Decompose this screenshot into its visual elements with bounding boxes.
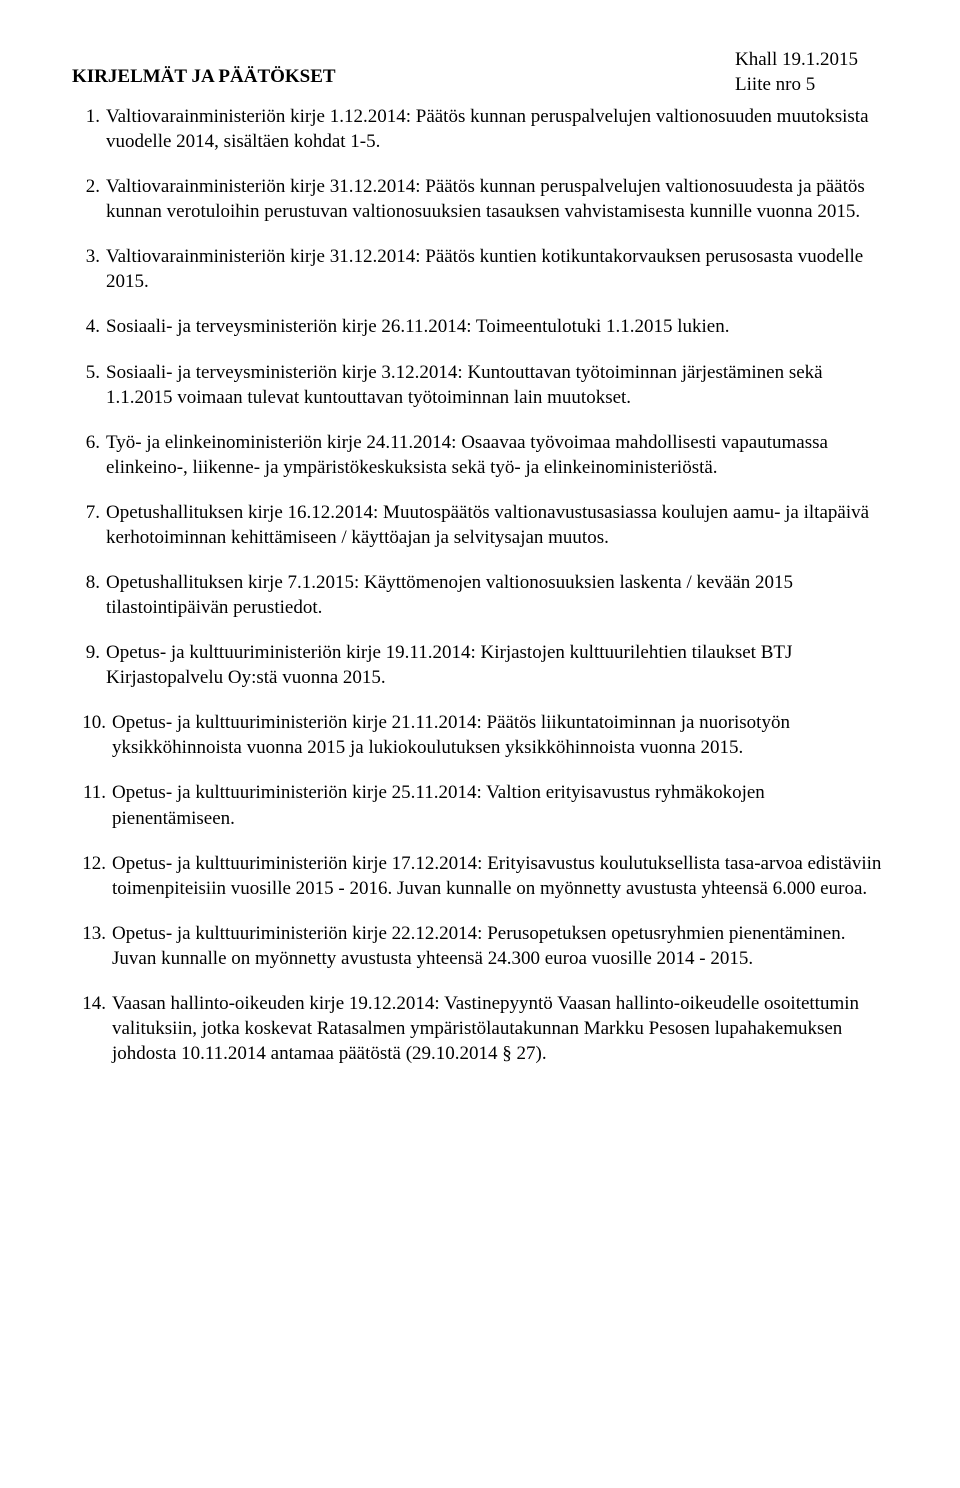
item-number: 13. [72, 921, 112, 971]
item-number: 11. [72, 780, 112, 830]
item-text: Valtiovarainministeriön kirje 1.12.2014:… [106, 104, 888, 154]
header-right: Khall 19.1.2015 Liite nro 5 [735, 48, 858, 97]
list-item: 12.Opetus- ja kulttuuriministeriön kirje… [72, 851, 888, 901]
item-number: 6. [72, 430, 106, 480]
item-text: Sosiaali- ja terveysministeriön kirje 26… [106, 314, 888, 339]
item-number: 8. [72, 570, 106, 620]
item-number: 1. [72, 104, 106, 154]
list-item: 9.Opetus- ja kulttuuriministeriön kirje … [72, 640, 888, 690]
list-item: 13.Opetus- ja kulttuuriministeriön kirje… [72, 921, 888, 971]
list-item: 7.Opetushallituksen kirje 16.12.2014: Mu… [72, 500, 888, 550]
header-line-2: Liite nro 5 [735, 73, 858, 98]
item-number: 3. [72, 244, 106, 294]
item-text: Valtiovarainministeriön kirje 31.12.2014… [106, 244, 888, 294]
item-text: Opetushallituksen kirje 16.12.2014: Muut… [106, 500, 888, 550]
item-number: 2. [72, 174, 106, 224]
item-list: 1.Valtiovarainministeriön kirje 1.12.201… [72, 104, 888, 1066]
item-text: Opetushallituksen kirje 7.1.2015: Käyttö… [106, 570, 888, 620]
list-item: 4.Sosiaali- ja terveysministeriön kirje … [72, 314, 888, 339]
item-text: Sosiaali- ja terveysministeriön kirje 3.… [106, 360, 888, 410]
item-text: Valtiovarainministeriön kirje 31.12.2014… [106, 174, 888, 224]
item-text: Opetus- ja kulttuuriministeriön kirje 19… [106, 640, 888, 690]
header-line-1: Khall 19.1.2015 [735, 48, 858, 73]
list-item: 11.Opetus- ja kulttuuriministeriön kirje… [72, 780, 888, 830]
item-text: Opetus- ja kulttuuriministeriön kirje 21… [112, 710, 888, 760]
list-item: 10.Opetus- ja kulttuuriministeriön kirje… [72, 710, 888, 760]
list-item: 8.Opetushallituksen kirje 7.1.2015: Käyt… [72, 570, 888, 620]
item-number: 5. [72, 360, 106, 410]
list-item: 14.Vaasan hallinto-oikeuden kirje 19.12.… [72, 991, 888, 1066]
item-text: Opetus- ja kulttuuriministeriön kirje 22… [112, 921, 888, 971]
item-text: Opetus- ja kulttuuriministeriön kirje 17… [112, 851, 888, 901]
item-text: Vaasan hallinto-oikeuden kirje 19.12.201… [112, 991, 888, 1066]
item-number: 4. [72, 314, 106, 339]
item-number: 10. [72, 710, 112, 760]
list-item: 6.Työ- ja elinkeinoministeriön kirje 24.… [72, 430, 888, 480]
item-number: 9. [72, 640, 106, 690]
list-item: 3.Valtiovarainministeriön kirje 31.12.20… [72, 244, 888, 294]
item-text: Työ- ja elinkeinoministeriön kirje 24.11… [106, 430, 888, 480]
list-item: 2.Valtiovarainministeriön kirje 31.12.20… [72, 174, 888, 224]
item-text: Opetus- ja kulttuuriministeriön kirje 25… [112, 780, 888, 830]
list-item: 5.Sosiaali- ja terveysministeriön kirje … [72, 360, 888, 410]
item-number: 7. [72, 500, 106, 550]
item-number: 14. [72, 991, 112, 1066]
list-item: 1.Valtiovarainministeriön kirje 1.12.201… [72, 104, 888, 154]
item-number: 12. [72, 851, 112, 901]
